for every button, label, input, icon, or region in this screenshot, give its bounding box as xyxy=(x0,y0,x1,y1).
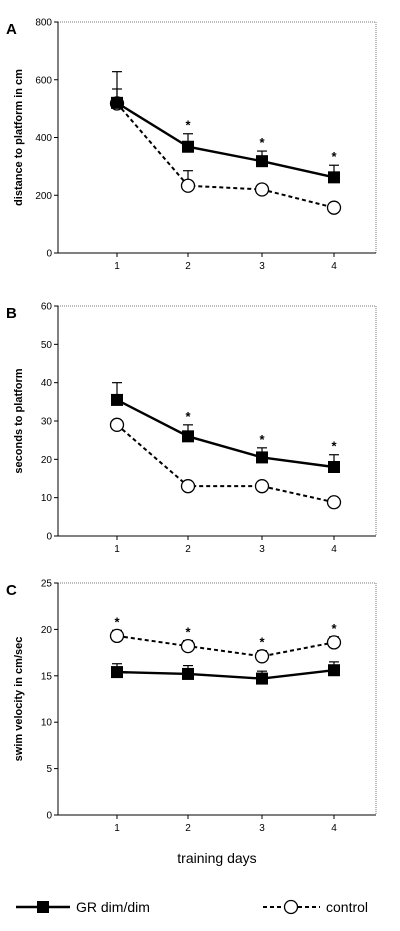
significance-star: * xyxy=(259,432,265,447)
y-tick-label: 800 xyxy=(35,18,52,29)
panel-label: C xyxy=(6,582,17,599)
significance-star: * xyxy=(331,149,337,164)
x-tick-label: 2 xyxy=(185,544,191,555)
x-tick-label: 2 xyxy=(185,823,191,834)
y-tick-label: 0 xyxy=(46,532,52,543)
data-point-control xyxy=(180,479,196,494)
data-point-gr-dim xyxy=(182,140,194,153)
series-line-gr-dim xyxy=(116,669,335,680)
x-tick-label: 4 xyxy=(331,544,337,555)
data-point-gr-dim xyxy=(256,451,268,464)
legend-label-gr-dim: GR dim/dim xyxy=(76,899,150,915)
data-point-gr-dim xyxy=(111,666,123,679)
data-point-gr-dim xyxy=(111,393,123,406)
x-axis-label: training days xyxy=(177,850,256,866)
y-tick-label: 60 xyxy=(41,302,53,313)
y-axis-label: seconds to platform xyxy=(13,368,25,473)
significance-star: * xyxy=(259,135,265,150)
data-point-control xyxy=(326,495,342,510)
series-line-control xyxy=(116,634,335,658)
x-tick-label: 1 xyxy=(114,544,120,555)
x-tick-label: 4 xyxy=(331,261,337,272)
plot-frame xyxy=(57,21,377,254)
significance-star: * xyxy=(331,439,337,454)
y-tick-label: 15 xyxy=(41,671,53,682)
data-point-control xyxy=(254,479,270,494)
legend-marker-gr-dim xyxy=(37,901,49,913)
data-point-gr-dim xyxy=(328,171,340,184)
series-line-gr-dim xyxy=(116,101,335,179)
y-tick-label: 20 xyxy=(41,455,53,466)
y-tick-label: 25 xyxy=(41,579,53,590)
significance-star: * xyxy=(259,635,265,650)
data-point-control xyxy=(109,417,125,432)
x-tick-label: 3 xyxy=(259,544,265,555)
y-tick-label: 10 xyxy=(41,718,53,729)
data-point-control xyxy=(109,628,125,644)
significance-star: * xyxy=(114,614,120,629)
x-tick-label: 3 xyxy=(259,823,265,834)
x-tick-label: 1 xyxy=(114,823,120,834)
y-tick-label: 5 xyxy=(46,764,52,775)
data-point-gr-dim xyxy=(182,667,194,680)
data-point-gr-dim xyxy=(256,672,268,685)
y-tick-label: 200 xyxy=(35,191,52,202)
y-tick-label: 400 xyxy=(35,133,52,144)
data-point-gr-dim xyxy=(328,461,340,473)
data-point-control xyxy=(326,200,342,215)
legend-label-control: control xyxy=(326,899,368,915)
y-tick-label: 600 xyxy=(35,75,52,86)
x-tick-label: 4 xyxy=(331,823,337,834)
y-tick-label: 50 xyxy=(41,340,53,351)
data-point-control xyxy=(254,649,270,664)
series-line-control xyxy=(116,102,335,209)
data-point-gr-dim xyxy=(256,155,268,168)
x-tick-label: 2 xyxy=(185,261,191,272)
data-point-control xyxy=(254,182,270,197)
series-line-gr-dim xyxy=(116,398,335,469)
significance-star: * xyxy=(185,409,191,424)
panel-label: A xyxy=(6,21,17,38)
x-tick-label: 3 xyxy=(259,261,265,272)
data-point-gr-dim xyxy=(111,96,123,109)
series-line-control xyxy=(116,424,335,504)
y-tick-label: 0 xyxy=(46,811,52,822)
significance-star: * xyxy=(185,625,191,640)
data-point-gr-dim xyxy=(328,664,340,677)
y-axis-label: distance to platform in cm xyxy=(13,69,25,206)
x-tick-label: 1 xyxy=(114,261,120,272)
panel-label: B xyxy=(6,305,17,322)
y-tick-label: 0 xyxy=(46,249,52,260)
y-tick-label: 40 xyxy=(41,378,53,389)
significance-star: * xyxy=(185,118,191,133)
data-point-control xyxy=(326,635,342,650)
y-tick-label: 30 xyxy=(41,417,53,428)
data-point-control xyxy=(180,638,196,654)
y-tick-label: 10 xyxy=(41,493,53,504)
data-point-control xyxy=(180,178,196,193)
significance-star: * xyxy=(331,621,337,636)
data-point-gr-dim xyxy=(182,430,194,443)
plot-frame xyxy=(57,582,377,816)
y-axis-label: swim velocity in cm/sec xyxy=(13,637,25,762)
legend-marker-control xyxy=(283,899,299,915)
y-tick-label: 20 xyxy=(41,625,53,636)
